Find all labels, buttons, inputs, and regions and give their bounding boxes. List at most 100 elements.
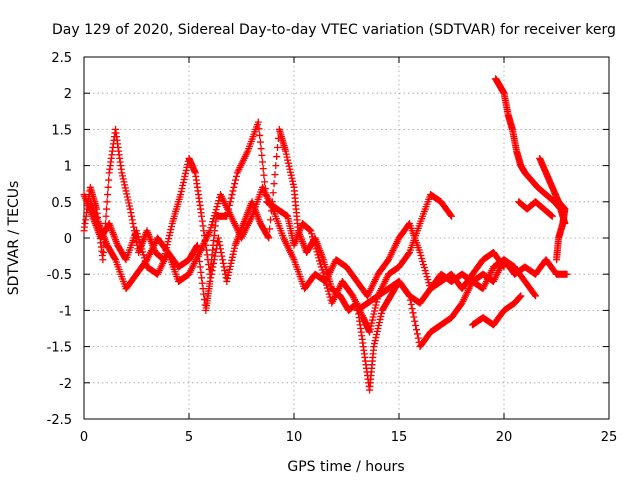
data-point bbox=[266, 225, 274, 233]
data-point bbox=[121, 255, 129, 263]
data-point bbox=[228, 191, 236, 199]
data-point bbox=[448, 212, 455, 220]
data-point bbox=[563, 270, 571, 278]
data-point bbox=[120, 178, 128, 186]
data-point bbox=[254, 118, 262, 126]
data-point bbox=[130, 223, 138, 231]
data-point bbox=[419, 258, 427, 266]
data-point bbox=[229, 250, 237, 258]
data-point bbox=[257, 145, 265, 153]
data-point bbox=[126, 205, 134, 213]
data-point bbox=[212, 206, 220, 214]
data-point bbox=[325, 290, 333, 298]
data-point bbox=[164, 238, 172, 246]
data-point bbox=[199, 222, 207, 230]
data-point bbox=[410, 313, 418, 321]
data-point bbox=[269, 189, 277, 197]
data-point bbox=[282, 150, 290, 158]
data-point bbox=[226, 265, 234, 273]
data-point bbox=[123, 193, 131, 201]
data-point bbox=[182, 166, 190, 174]
data-point bbox=[227, 259, 235, 267]
data-point bbox=[374, 325, 382, 332]
gridlines bbox=[84, 57, 609, 419]
data-point bbox=[198, 274, 206, 282]
data-point bbox=[125, 199, 133, 207]
data-point bbox=[214, 234, 222, 242]
y-axis-title: SDTVAR / TECUs bbox=[6, 181, 22, 296]
data-point bbox=[209, 218, 217, 226]
data-point bbox=[548, 212, 556, 220]
data-point bbox=[102, 212, 110, 220]
data-point bbox=[165, 232, 173, 240]
data-point bbox=[232, 172, 240, 180]
data-point bbox=[229, 187, 237, 195]
y-tick-label: -0.5 bbox=[47, 268, 72, 283]
data-point bbox=[224, 271, 232, 279]
data-point bbox=[256, 131, 264, 139]
data-point bbox=[103, 198, 111, 206]
data-point bbox=[265, 234, 273, 242]
data-point bbox=[198, 217, 206, 225]
x-tick-label: 5 bbox=[185, 430, 193, 445]
data-point bbox=[177, 191, 185, 199]
data-point bbox=[422, 270, 430, 278]
data-point bbox=[223, 277, 231, 285]
data-point bbox=[226, 262, 234, 270]
data-point bbox=[182, 169, 189, 177]
data-point bbox=[271, 171, 279, 179]
data-point bbox=[207, 270, 215, 278]
data-point bbox=[285, 162, 293, 170]
chart-title: Day 129 of 2020, Sidereal Day-to-day VTE… bbox=[52, 22, 616, 38]
data-point bbox=[104, 183, 112, 191]
data-point bbox=[118, 169, 126, 177]
data-point bbox=[420, 261, 427, 269]
data-point bbox=[373, 328, 381, 336]
data-point bbox=[319, 269, 327, 277]
data-point bbox=[284, 156, 292, 164]
data-point bbox=[179, 182, 187, 190]
data-point bbox=[288, 174, 296, 182]
y-tick-label: 1 bbox=[64, 160, 72, 175]
data-point bbox=[211, 209, 219, 217]
data-point bbox=[219, 256, 227, 264]
series-track-d bbox=[353, 256, 539, 351]
data-point bbox=[127, 209, 135, 217]
data-point bbox=[119, 172, 126, 180]
data-point bbox=[209, 263, 217, 271]
data-point bbox=[406, 292, 413, 300]
data-point bbox=[179, 178, 187, 186]
x-tick-label: 0 bbox=[80, 430, 88, 445]
data-point bbox=[264, 233, 272, 241]
y-tick-label: -2.5 bbox=[47, 413, 72, 428]
data-point bbox=[135, 236, 143, 244]
data-point bbox=[203, 246, 210, 254]
data-point bbox=[447, 211, 455, 219]
data-point bbox=[378, 309, 385, 317]
series-track-g bbox=[536, 154, 569, 264]
data-point bbox=[372, 334, 380, 342]
data-point bbox=[259, 158, 266, 166]
data-point bbox=[274, 144, 282, 151]
data-point bbox=[553, 256, 560, 264]
x-tick-label: 10 bbox=[286, 430, 303, 445]
x-axis-title: GPS time / hours bbox=[287, 459, 404, 475]
data-point bbox=[282, 147, 290, 155]
data-point bbox=[411, 317, 419, 325]
data-point bbox=[414, 334, 422, 342]
data-point bbox=[126, 202, 133, 210]
axis-ticks bbox=[83, 56, 610, 420]
data-point bbox=[133, 227, 140, 235]
data-point bbox=[370, 310, 378, 318]
data-point bbox=[210, 256, 218, 264]
data-point bbox=[228, 256, 236, 264]
data-point bbox=[227, 194, 235, 202]
data-point bbox=[123, 190, 131, 198]
data-point bbox=[371, 307, 378, 315]
data-point bbox=[260, 171, 268, 179]
data-point bbox=[181, 172, 189, 180]
data-point bbox=[367, 322, 375, 330]
data-point bbox=[121, 184, 129, 192]
data-point bbox=[105, 176, 113, 184]
data-point bbox=[289, 180, 297, 188]
